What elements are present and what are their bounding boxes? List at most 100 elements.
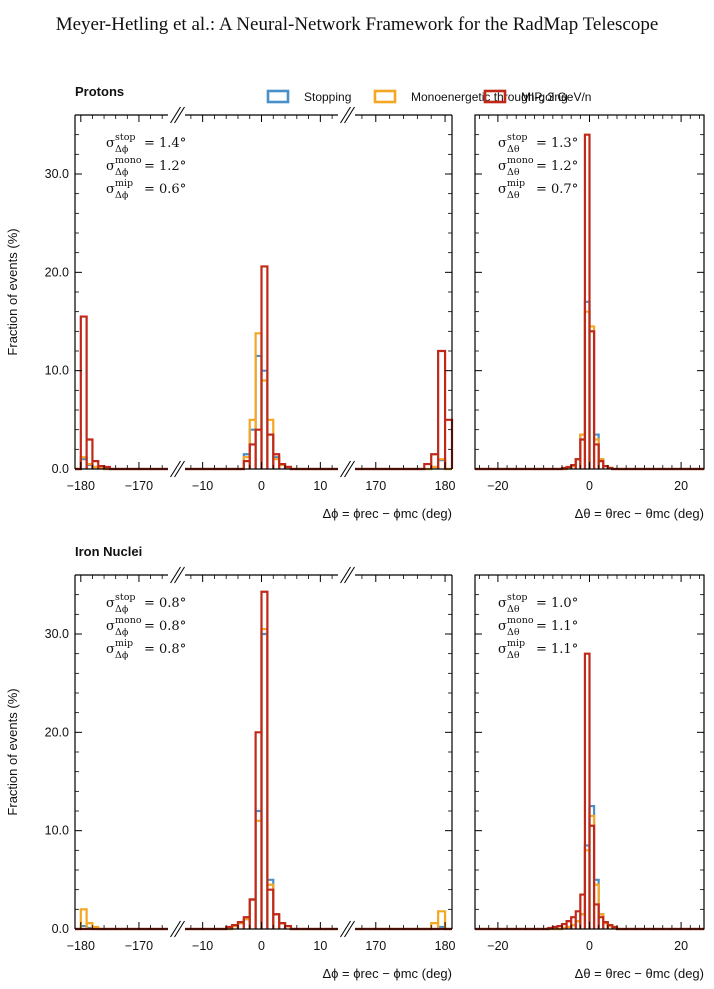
x-tick-label: 10	[313, 479, 327, 493]
x-tick-label: 10	[313, 939, 327, 953]
sigma-symbol: σ	[498, 182, 507, 197]
sigma-subscript: Δθ	[507, 650, 520, 661]
axis-break-mark	[340, 566, 355, 584]
x-tick-label: 20	[674, 939, 688, 953]
axis-break-slash	[170, 460, 181, 478]
axis-break-mark	[170, 920, 185, 938]
sigma-value: = 0.7°	[536, 182, 578, 197]
panel-title: Protons	[75, 84, 124, 99]
x-axis-title-phi: Δϕ = ϕrec − ϕmc (deg)	[322, 506, 452, 521]
axis-break-slash	[344, 460, 355, 478]
y-axis-title: Fraction of events (%)	[5, 688, 20, 815]
sigma-symbol: σ	[498, 642, 507, 657]
axis-break-slash	[170, 566, 181, 584]
x-tick-label: −20	[487, 939, 508, 953]
sigma-value: = 1.1°	[536, 642, 578, 657]
sigma-subscript: Δϕ	[115, 627, 129, 638]
sigma-value: = 1.2°	[144, 159, 186, 174]
axis-break-slash	[344, 106, 355, 124]
x-tick-label: 0	[586, 939, 593, 953]
y-tick-label: 10.0	[45, 824, 69, 838]
axis-break-slash	[340, 106, 351, 124]
histogram-mip	[185, 590, 338, 931]
sigma-superscript: mono	[507, 155, 534, 166]
axis-break-mark	[170, 106, 185, 124]
sigma-value: = 1.4°	[144, 136, 186, 151]
sigma-symbol: σ	[498, 619, 507, 634]
sigma-symbol: σ	[498, 136, 507, 151]
sigma-superscript: mono	[115, 155, 142, 166]
axis-break-mark	[340, 460, 355, 478]
x-tick-label: 180	[435, 939, 456, 953]
histogram-mip	[475, 652, 704, 931]
x-tick-label: 20	[674, 479, 688, 493]
legend-label-mono: Monoenergetic through-going	[411, 90, 568, 104]
sigma-subscript: Δϕ	[115, 144, 129, 155]
x-tick-label: 0	[586, 479, 593, 493]
sigma-value: = 0.6°	[144, 182, 186, 197]
histogram-mip	[185, 265, 338, 471]
histogram-mip	[475, 133, 704, 471]
histogram-mono	[75, 456, 168, 471]
axis-break-slash	[170, 920, 181, 938]
sigma-subscript: Δϕ	[115, 650, 129, 661]
axis-break-slash	[344, 920, 355, 938]
sigma-symbol: σ	[106, 619, 115, 634]
axis-break-slash	[174, 106, 185, 124]
legend-item-mip: MIP, 3 GeV/n	[483, 89, 591, 104]
x-tick-label: 170	[365, 939, 386, 953]
x-tick-label: 0	[258, 479, 265, 493]
legend-label-mip: MIP, 3 GeV/n	[521, 90, 591, 104]
axis-break-slash	[174, 460, 185, 478]
x-tick-label: −10	[192, 939, 213, 953]
x-tick-label: −170	[125, 939, 153, 953]
x-tick-label: −180	[67, 479, 95, 493]
sigma-symbol: σ	[106, 182, 115, 197]
legend-swatch-stop	[266, 89, 290, 104]
sigma-superscript: mip	[115, 178, 133, 189]
x-tick-label: 180	[435, 479, 456, 493]
axis-break-slash	[340, 460, 351, 478]
axis-break-slash	[340, 920, 351, 938]
sigma-value: = 1.1°	[536, 619, 578, 634]
legend-item-mono: Monoenergetic through-going	[373, 89, 568, 104]
sigma-value: = 0.8°	[144, 642, 186, 657]
y-tick-label: 0.0	[52, 922, 69, 936]
sigma-superscript: mip	[507, 638, 525, 649]
sigma-value: = 1.2°	[536, 159, 578, 174]
axis-break-slash	[344, 566, 355, 584]
x-axis-title-theta: Δθ = θrec − θmc (deg)	[575, 506, 704, 521]
sigma-symbol: σ	[106, 596, 115, 611]
sigma-superscript: mip	[507, 178, 525, 189]
x-tick-label: −180	[67, 939, 95, 953]
x-tick-label: −170	[125, 479, 153, 493]
axis-break-slash	[174, 566, 185, 584]
x-tick-label: −20	[487, 479, 508, 493]
axis-break-slash	[170, 106, 181, 124]
sigma-subscript: Δϕ	[115, 604, 129, 615]
sigma-superscript: stop	[507, 592, 528, 603]
sigma-subscript: Δθ	[507, 627, 520, 638]
sigma-symbol: σ	[498, 159, 507, 174]
x-axis-title-theta: Δθ = θrec − θmc (deg)	[575, 966, 704, 981]
axis-break-mark	[340, 920, 355, 938]
sigma-superscript: mono	[507, 615, 534, 626]
sigma-subscript: Δϕ	[115, 167, 129, 178]
histogram-mip	[355, 349, 454, 471]
protons-phi-panel: Protons Fraction of events (%) Δϕ = ϕrec −…	[5, 84, 454, 521]
legend-label-stop: Stopping	[304, 90, 351, 104]
x-axis-title-phi: Δϕ = ϕrec − ϕmc (deg)	[322, 966, 452, 981]
axis-break-mark	[170, 566, 185, 584]
